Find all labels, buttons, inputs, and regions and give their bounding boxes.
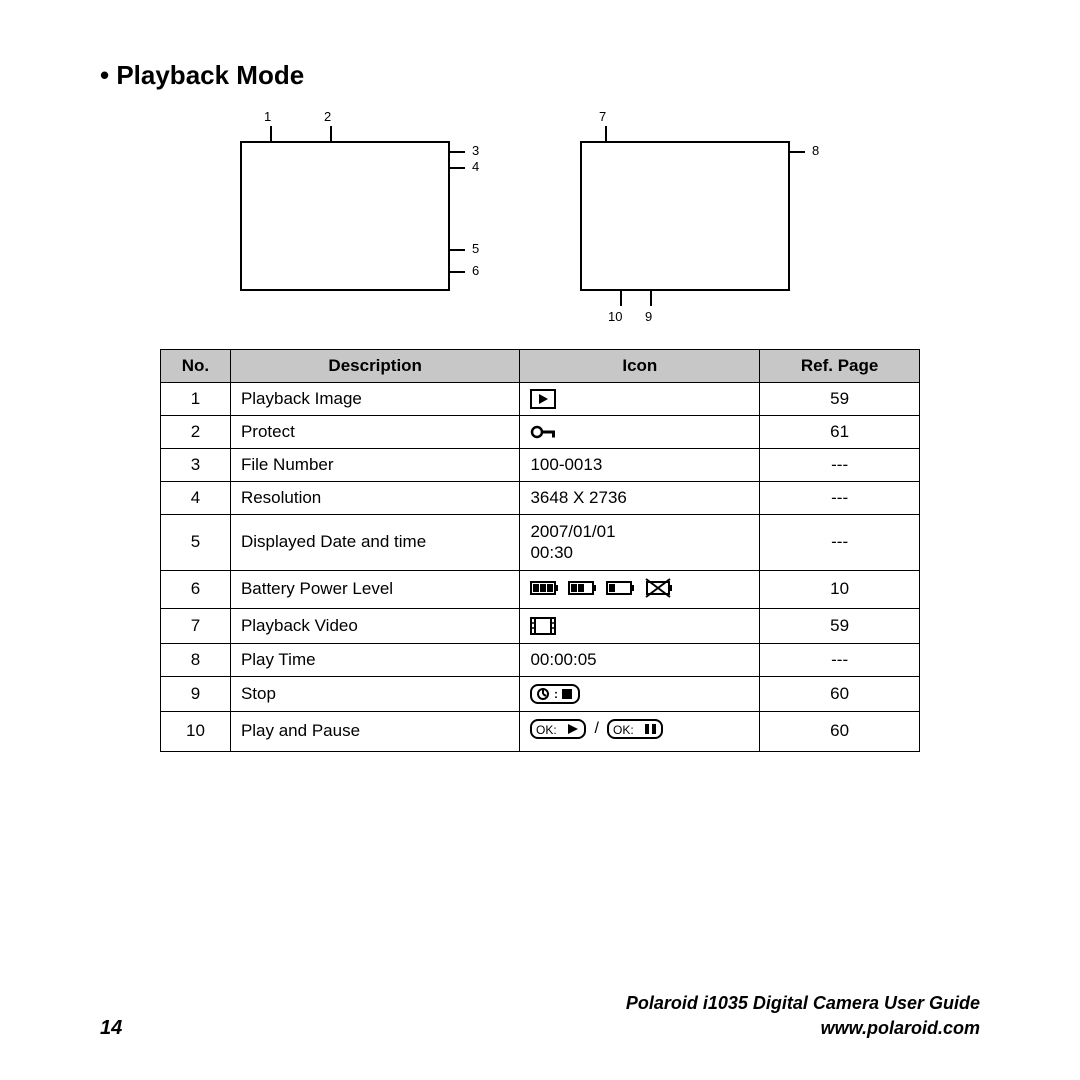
cell-no: 6 (161, 570, 231, 608)
cell-no: 4 (161, 482, 231, 515)
cell-ref: 10 (760, 570, 920, 608)
section-heading: • Playback Mode (100, 60, 980, 91)
table-row: 7 Playback Video 59 (161, 608, 920, 643)
cell-icon (520, 383, 760, 416)
table-row: 4 Resolution 3648 X 2736 --- (161, 482, 920, 515)
play-pause-icon: OK: / OK: (530, 718, 662, 740)
cell-ref: --- (760, 515, 920, 571)
cell-icon (520, 570, 760, 608)
label-4: 4 (472, 159, 479, 174)
cell-icon (520, 608, 760, 643)
cell-desc: Play Time (230, 643, 520, 676)
cell-icon: 100-0013 (520, 449, 760, 482)
label-7: 7 (599, 109, 606, 124)
playback-image-icon (530, 389, 556, 409)
cell-desc: Resolution (230, 482, 520, 515)
guide-line2: www.polaroid.com (626, 1016, 980, 1040)
cell-no: 10 (161, 711, 231, 751)
left-screen (240, 141, 450, 291)
label-6: 6 (472, 263, 479, 278)
cell-desc: Protect (230, 416, 520, 449)
svg-text:OK:: OK: (536, 723, 557, 737)
cell-no: 2 (161, 416, 231, 449)
table-row: 5 Displayed Date and time 2007/01/01 00:… (161, 515, 920, 571)
cell-ref: 59 (760, 383, 920, 416)
cell-ref: 61 (760, 416, 920, 449)
cell-icon: 2007/01/01 00:30 (520, 515, 760, 571)
table-row: 1 Playback Image 59 (161, 383, 920, 416)
cell-icon: 3648 X 2736 (520, 482, 760, 515)
label-8: 8 (812, 143, 819, 158)
cell-no: 1 (161, 383, 231, 416)
key-icon (530, 423, 560, 441)
page-footer: 14 Polaroid i1035 Digital Camera User Gu… (100, 991, 980, 1040)
right-screen (580, 141, 790, 291)
table-row: 8 Play Time 00:00:05 --- (161, 643, 920, 676)
cell-ref: 59 (760, 608, 920, 643)
cell-desc: Play and Pause (230, 711, 520, 751)
cell-ref: --- (760, 449, 920, 482)
cell-desc: Stop (230, 676, 520, 711)
table-row: 6 Battery Power Level 10 (161, 570, 920, 608)
cell-icon: : (520, 676, 760, 711)
stop-icon: : (530, 683, 580, 705)
table-row: 10 Play and Pause OK: / OK: (161, 711, 920, 751)
cell-icon (520, 416, 760, 449)
header-no: No. (161, 350, 231, 383)
label-10: 10 (608, 309, 622, 324)
cell-ref: 60 (760, 711, 920, 751)
svg-text:OK:: OK: (613, 723, 634, 737)
cell-desc: Displayed Date and time (230, 515, 520, 571)
cell-icon: OK: / OK: (520, 711, 760, 751)
cell-desc: Playback Image (230, 383, 520, 416)
header-ref: Ref. Page (760, 350, 920, 383)
table-row: 3 File Number 100-0013 --- (161, 449, 920, 482)
cell-ref: --- (760, 482, 920, 515)
table-row: 2 Protect 61 (161, 416, 920, 449)
cell-no: 9 (161, 676, 231, 711)
page-number: 14 (100, 1017, 122, 1040)
cell-no: 8 (161, 643, 231, 676)
label-3: 3 (472, 143, 479, 158)
svg-text::: : (554, 687, 558, 701)
cell-desc: Playback Video (230, 608, 520, 643)
table-row: 9 Stop : 60 (161, 676, 920, 711)
cell-desc: File Number (230, 449, 520, 482)
label-2: 2 (324, 109, 331, 124)
cell-ref: --- (760, 643, 920, 676)
cell-icon: 00:00:05 (520, 643, 760, 676)
guide-title: Polaroid i1035 Digital Camera User Guide… (626, 991, 980, 1040)
reference-table: No. Description Icon Ref. Page 1 Playbac… (160, 349, 920, 752)
guide-line1: Polaroid i1035 Digital Camera User Guide (626, 991, 980, 1015)
cell-desc: Battery Power Level (230, 570, 520, 608)
cell-no: 3 (161, 449, 231, 482)
label-1: 1 (264, 109, 271, 124)
header-icon: Icon (520, 350, 760, 383)
label-5: 5 (472, 241, 479, 256)
battery-levels-icon (530, 577, 674, 599)
cell-ref: 60 (760, 676, 920, 711)
cell-no: 5 (161, 515, 231, 571)
label-9: 9 (645, 309, 652, 324)
film-icon (530, 615, 556, 637)
diagram: 1 2 3 4 5 6 7 8 10 9 (180, 109, 900, 329)
header-desc: Description (230, 350, 520, 383)
table-header-row: No. Description Icon Ref. Page (161, 350, 920, 383)
cell-no: 7 (161, 608, 231, 643)
